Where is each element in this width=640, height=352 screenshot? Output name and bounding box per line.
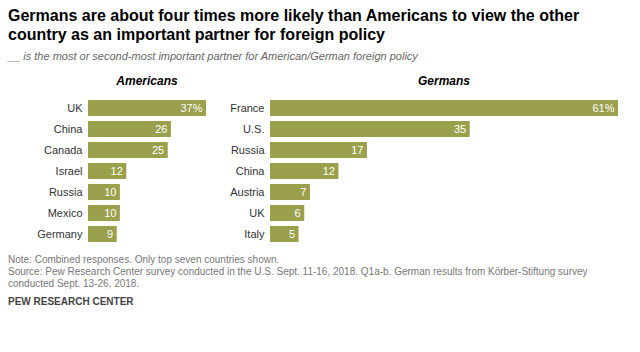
svg-text:25: 25 — [152, 144, 164, 156]
svg-text:Germany: Germany — [37, 228, 83, 240]
html-text:Germans are about four times m: Germans are about four times more likely… — [8, 7, 580, 43]
html-text:Americans: Americans — [116, 74, 178, 88]
svg-text:China: China — [236, 165, 266, 177]
svg-text:China: China — [54, 123, 84, 135]
html-text:Germans: Germans — [418, 74, 470, 88]
svg-text:France: France — [230, 102, 264, 114]
svg-text:26: 26 — [155, 123, 167, 135]
svg-text:Russia: Russia — [49, 186, 84, 198]
svg-text:Canada: Canada — [44, 144, 83, 156]
html-text:__ is the most or second-most: __ is the most or second-most important … — [8, 50, 418, 62]
svg-text:5: 5 — [289, 228, 295, 240]
svg-text:7: 7 — [300, 186, 306, 198]
svg-text:Mexico: Mexico — [48, 207, 83, 219]
svg-text:Russia: Russia — [231, 144, 266, 156]
svg-text:6: 6 — [295, 207, 301, 219]
svg-text:10: 10 — [104, 207, 116, 219]
svg-text:9: 9 — [107, 228, 113, 240]
svg-text:Austria: Austria — [230, 186, 265, 198]
svg-text:U.S.: U.S. — [243, 123, 264, 135]
svg-text:Israel: Israel — [56, 165, 83, 177]
svg-text:17: 17 — [351, 144, 363, 156]
svg-text:35: 35 — [454, 123, 466, 135]
svg-text:37%: 37% — [180, 102, 202, 114]
svg-text:12: 12 — [323, 165, 335, 177]
svg-text:UK: UK — [249, 207, 265, 219]
svg-text:12: 12 — [111, 165, 123, 177]
html-text:Source: Pew Research Center su: Source: Pew Research Center survey condu… — [8, 266, 588, 289]
html-text:PEW RESEARCH CENTER: PEW RESEARCH CENTER — [8, 296, 134, 307]
svg-text:61%: 61% — [592, 102, 614, 114]
svg-text:Italy: Italy — [244, 228, 265, 240]
svg-text:UK: UK — [67, 102, 83, 114]
html-text:Note: Combined responses. Only: Note: Combined responses. Only top seven… — [8, 254, 280, 265]
svg-text:10: 10 — [104, 186, 116, 198]
